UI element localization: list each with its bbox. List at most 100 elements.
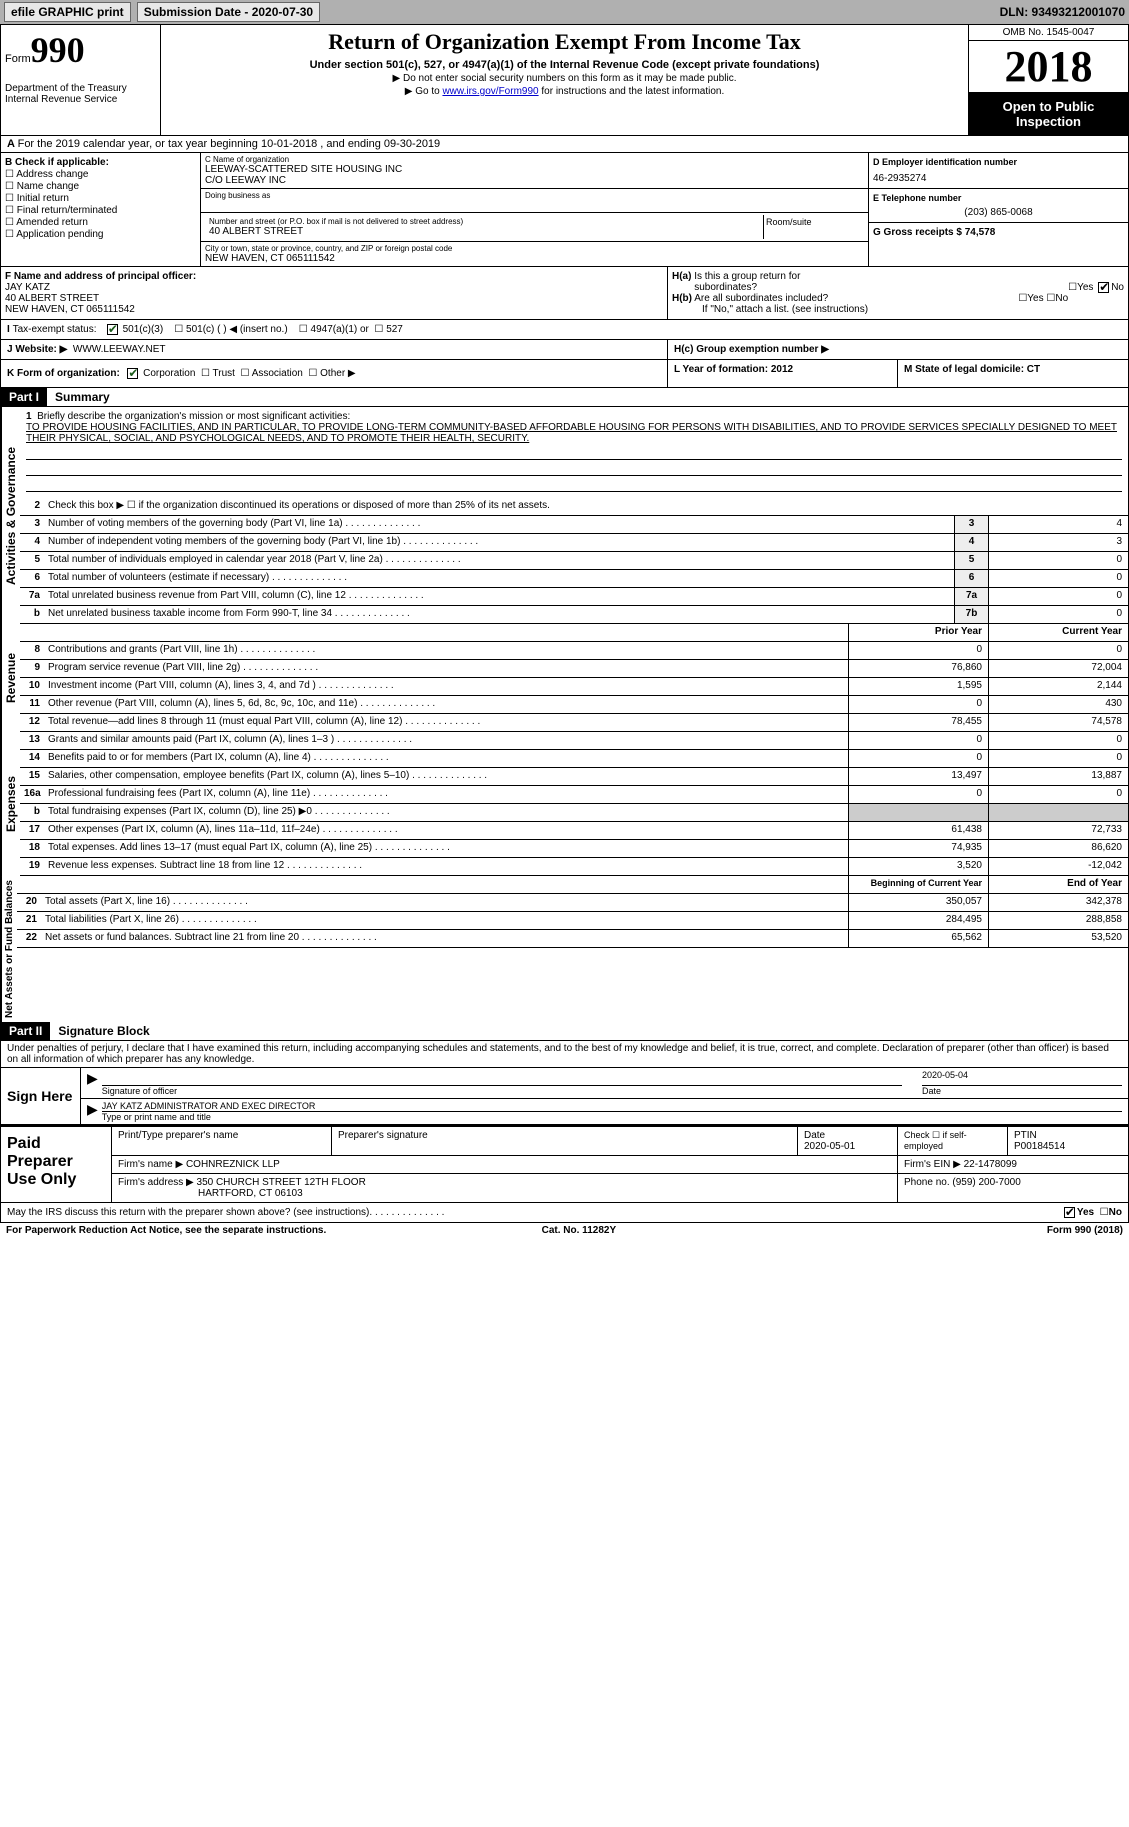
part2-header: Part II Signature Block bbox=[1, 1022, 1128, 1041]
501c3-checkbox[interactable] bbox=[107, 324, 118, 335]
chk-final-return[interactable]: ☐ Final return/terminated bbox=[5, 205, 196, 216]
paid-preparer-block: Paid Preparer Use Only Print/Type prepar… bbox=[1, 1125, 1128, 1202]
governance-label: Activities & Governance bbox=[1, 407, 20, 624]
form-number: Form990 bbox=[5, 29, 156, 71]
prep-sig-label: Preparer's signature bbox=[332, 1127, 798, 1155]
revenue-section: Revenue Prior Year Current Year 8Contrib… bbox=[1, 624, 1128, 732]
penalty-statement: Under penalties of perjury, I declare th… bbox=[1, 1041, 1128, 1067]
line-15: 15Salaries, other compensation, employee… bbox=[20, 768, 1128, 786]
irs-link[interactable]: www.irs.gov/Form990 bbox=[442, 86, 538, 97]
state-domicile: M State of legal domicile: CT bbox=[898, 360, 1128, 387]
ein-label: D Employer identification number bbox=[873, 157, 1124, 167]
line-19: 19Revenue less expenses. Subtract line 1… bbox=[20, 858, 1128, 876]
discuss-row: May the IRS discuss this return with the… bbox=[1, 1202, 1128, 1222]
line-3: 3Number of voting members of the governi… bbox=[20, 516, 1128, 534]
form-ref: Form 990 (2018) bbox=[1047, 1225, 1123, 1236]
form-subtitle: Under section 501(c), 527, or 4947(a)(1)… bbox=[169, 59, 960, 71]
mission-lead: 1 Briefly describe the organization's mi… bbox=[26, 411, 1122, 422]
chk-app-pending[interactable]: ☐ Application pending bbox=[5, 229, 196, 240]
line-b: bNet unrelated business taxable income f… bbox=[20, 606, 1128, 624]
line-10: 10Investment income (Part VIII, column (… bbox=[20, 678, 1128, 696]
entity-section: B Check if applicable: ☐ Address change … bbox=[1, 153, 1128, 267]
chk-amended[interactable]: ☐ Amended return bbox=[5, 217, 196, 228]
phone-value: (203) 865-0068 bbox=[873, 207, 1124, 218]
sign-here-label: Sign Here bbox=[1, 1068, 81, 1124]
governance-section: Activities & Governance 1 Briefly descri… bbox=[1, 407, 1128, 624]
line-11: 11Other revenue (Part VIII, column (A), … bbox=[20, 696, 1128, 714]
tax-year: 2018 bbox=[969, 41, 1128, 93]
submission-date-button[interactable]: Submission Date - 2020-07-30 bbox=[137, 2, 320, 22]
group-return-q: H(a) Is this a group return for subordin… bbox=[672, 271, 1124, 293]
officer-addr1: 40 ALBERT STREET bbox=[5, 293, 663, 304]
officer-label: F Name and address of principal officer: bbox=[5, 271, 663, 282]
year-headers: Prior Year Current Year bbox=[20, 624, 1128, 642]
ssn-note: ▶ Do not enter social security numbers o… bbox=[169, 73, 960, 84]
addr-label: Number and street (or P.O. box if mail i… bbox=[209, 217, 759, 226]
line-22: 22Net assets or fund balances. Subtract … bbox=[17, 930, 1128, 948]
paperwork-notice: For Paperwork Reduction Act Notice, see … bbox=[6, 1225, 326, 1236]
goto-note: ▶ Go to www.irs.gov/Form990 for instruct… bbox=[169, 86, 960, 97]
firm-ein: Firm's EIN ▶ 22-1478099 bbox=[898, 1156, 1128, 1173]
line-20: 20Total assets (Part X, line 16)350,0573… bbox=[17, 894, 1128, 912]
room-suite-label: Room/suite bbox=[764, 215, 864, 239]
line-8: 8Contributions and grants (Part VIII, li… bbox=[20, 642, 1128, 660]
chk-initial-return[interactable]: ☐ Initial return bbox=[5, 193, 196, 204]
group-exemption: H(c) Group exemption number ▶ bbox=[668, 340, 1128, 359]
officer-name: JAY KATZ bbox=[5, 282, 663, 293]
expenses-label: Expenses bbox=[1, 732, 20, 876]
line-7a: 7aTotal unrelated business revenue from … bbox=[20, 588, 1128, 606]
signature-label: Signature of officer bbox=[102, 1086, 177, 1096]
dln-label: DLN: 93493212001070 bbox=[1000, 5, 1125, 19]
net-assets-section: Net Assets or Fund Balances Beginning of… bbox=[1, 876, 1128, 1022]
firm-address: Firm's address ▶ 350 CHURCH STREET 12TH … bbox=[112, 1174, 898, 1202]
line-12: 12Total revenue—add lines 8 through 11 (… bbox=[20, 714, 1128, 732]
open-public-badge: Open to Public Inspection bbox=[969, 93, 1128, 135]
form-990: Form990 Department of the Treasury Inter… bbox=[0, 24, 1129, 1223]
line-21: 21Total liabilities (Part X, line 26)284… bbox=[17, 912, 1128, 930]
ha-no-checkbox[interactable] bbox=[1098, 282, 1109, 293]
org-co: C/O LEEWAY INC bbox=[205, 175, 864, 186]
chk-name-change[interactable]: ☐ Name change bbox=[5, 181, 196, 192]
line-2: 2Check this box ▶ ☐ if the organization … bbox=[20, 498, 1128, 516]
revenue-label: Revenue bbox=[1, 624, 20, 732]
omb-number: OMB No. 1545-0047 bbox=[969, 25, 1128, 41]
discuss-yes-checkbox[interactable] bbox=[1064, 1207, 1075, 1218]
city-state-zip: NEW HAVEN, CT 065111542 bbox=[205, 253, 864, 264]
ein-value: 46-2935274 bbox=[873, 173, 1124, 184]
na-headers: Beginning of Current Year End of Year bbox=[17, 876, 1128, 894]
line-9: 9Program service revenue (Part VIII, lin… bbox=[20, 660, 1128, 678]
prep-date: Date2020-05-01 bbox=[798, 1127, 898, 1155]
line-4: 4Number of independent voting members of… bbox=[20, 534, 1128, 552]
line-b: bTotal fundraising expenses (Part IX, co… bbox=[20, 804, 1128, 822]
signature-arrow-icon: ▶ bbox=[87, 1070, 98, 1096]
line-17: 17Other expenses (Part IX, column (A), l… bbox=[20, 822, 1128, 840]
cat-number: Cat. No. 11282Y bbox=[542, 1225, 616, 1236]
org-name: LEEWAY-SCATTERED SITE HOUSING INC bbox=[205, 164, 864, 175]
name-title-label: Type or print name and title bbox=[102, 1112, 211, 1122]
footer: For Paperwork Reduction Act Notice, see … bbox=[0, 1223, 1129, 1238]
dept-label: Department of the Treasury Internal Reve… bbox=[5, 83, 156, 105]
prep-name-label: Print/Type preparer's name bbox=[112, 1127, 332, 1155]
self-employed-check[interactable]: Check ☐ if self-employed bbox=[898, 1127, 1008, 1155]
line-16a: 16aProfessional fundraising fees (Part I… bbox=[20, 786, 1128, 804]
ptin: PTINP00184514 bbox=[1008, 1127, 1128, 1155]
dba-label: Doing business as bbox=[205, 191, 864, 200]
efile-print-button[interactable]: efile GRAPHIC print bbox=[4, 2, 131, 22]
corp-checkbox[interactable] bbox=[127, 368, 138, 379]
paid-preparer-label: Paid Preparer Use Only bbox=[1, 1127, 111, 1202]
firm-phone: Phone no. (959) 200-7000 bbox=[898, 1174, 1128, 1202]
website-value: WWW.LEEWAY.NET bbox=[73, 344, 166, 355]
period-row: A For the 2019 calendar year, or tax yea… bbox=[1, 136, 1128, 153]
form-title: Return of Organization Exempt From Incom… bbox=[169, 29, 960, 55]
net-assets-label: Net Assets or Fund Balances bbox=[1, 876, 17, 1022]
phone-label: E Telephone number bbox=[873, 193, 1124, 203]
tax-exempt-row: I Tax-exempt status: 501(c)(3) ☐ 501(c) … bbox=[1, 320, 1128, 340]
subordinates-q: H(b) Are all subordinates included? ☐Yes… bbox=[672, 293, 1124, 304]
box-b-header: B Check if applicable: bbox=[5, 157, 109, 168]
line-5: 5Total number of individuals employed in… bbox=[20, 552, 1128, 570]
line-18: 18Total expenses. Add lines 13–17 (must … bbox=[20, 840, 1128, 858]
firm-name: Firm's name ▶ COHNREZNICK LLP bbox=[112, 1156, 898, 1173]
chk-address-change[interactable]: ☐ Address change bbox=[5, 169, 196, 180]
mission-text: TO PROVIDE HOUSING FACILITIES, AND IN PA… bbox=[26, 422, 1122, 444]
org-name-label: C Name of organization bbox=[205, 155, 864, 164]
